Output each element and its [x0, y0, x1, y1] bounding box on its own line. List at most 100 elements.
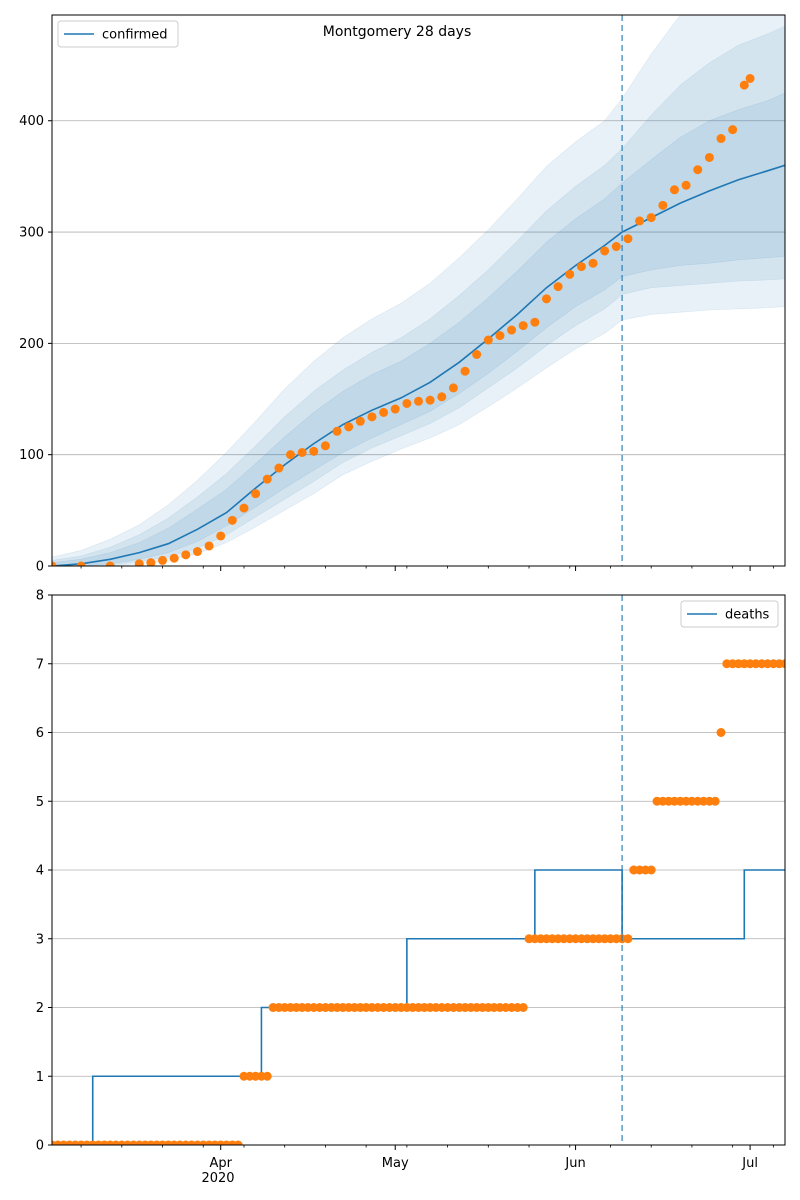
- confirmed-confidence-band: [52, 92, 785, 566]
- confirmed-observed-point: [658, 200, 668, 210]
- confirmed-observed-point: [425, 395, 435, 405]
- deaths-legend-label: deaths: [725, 608, 770, 623]
- confirmed-observed-point: [367, 412, 377, 422]
- confirmed-observed-point: [76, 561, 86, 566]
- deaths-y-tick-label: 8: [36, 589, 44, 604]
- confirmed-legend-label: confirmed: [102, 28, 168, 43]
- deaths-legend: deaths: [680, 600, 779, 628]
- confirmed-observed-point: [646, 213, 656, 223]
- confirmed-observed-point: [52, 561, 57, 566]
- x-tick-label: Apr: [209, 1156, 232, 1171]
- deaths-x-ticks: Apr May Jun Jul: [80, 1145, 774, 1171]
- confirmed-observed-point: [251, 489, 261, 499]
- confirmed-observed-point: [495, 331, 505, 341]
- confirmed-observed-point: [565, 269, 575, 279]
- confirmed-observed-point: [146, 558, 156, 566]
- confirmed-y-ticks: 0 100 200 300 400: [19, 114, 52, 575]
- deaths-y-tick-label: 5: [36, 795, 44, 810]
- deaths-y-tick-label: 0: [36, 1139, 44, 1154]
- confirmed-observed-point: [134, 559, 144, 566]
- confirmed-observed-point: [297, 447, 307, 457]
- x-tick-label: Jun: [564, 1156, 585, 1171]
- confirmed-observed-point: [181, 550, 191, 560]
- confirmed-observed-point: [274, 463, 284, 473]
- confirmed-observed-point: [507, 325, 517, 335]
- confirmed-observed-point: [681, 180, 691, 190]
- confirmed-observed-point: [739, 80, 749, 90]
- confirmed-model-line: [52, 164, 785, 566]
- confirmed-y-tick-label: 200: [19, 337, 44, 352]
- deaths-y-tick-label: 3: [36, 932, 44, 947]
- deaths-y-tick-label: 6: [36, 726, 44, 741]
- confirmed-observed-point: [541, 294, 551, 304]
- confirmed-observed-point: [669, 185, 679, 195]
- deaths-observed-point: [518, 1003, 528, 1012]
- confirmed-observed-point: [216, 531, 226, 541]
- confirmed-observed-point: [623, 234, 633, 244]
- confirmed-observed-point: [332, 426, 342, 436]
- confirmed-observed-point: [611, 242, 621, 252]
- confirmed-observed-point: [320, 441, 330, 451]
- confirmed-observed-point: [518, 321, 528, 331]
- confirmed-observed-point: [448, 383, 458, 393]
- deaths-observed-point: [623, 934, 633, 944]
- confirmed-observed-point: [600, 246, 610, 256]
- confirmed-axes-frame: [51, 14, 786, 567]
- deaths-y-tick-label: 4: [36, 864, 44, 879]
- confirmed-confidence-band: [52, 15, 785, 566]
- confirmed-observed-point: [437, 392, 447, 402]
- confirmed-observed-point: [192, 547, 202, 557]
- confirmed-x-ticks: [80, 566, 774, 571]
- confirmed-y-tick-label: 400: [19, 114, 44, 129]
- confirmed-legend: confirmed: [57, 20, 179, 48]
- confirmed-observed-point: [693, 165, 703, 175]
- confirmed-observed-point: [553, 282, 563, 292]
- confirmed-observed-point: [728, 125, 738, 135]
- confirmed-observed-point: [390, 404, 400, 414]
- deaths-panel: 0 1 2 3 4 5 6 7 8 Apr May Jun Jul 2020 deaths: [36, 589, 786, 1186]
- confirmed-observed-point: [204, 541, 214, 551]
- confirmed-plot-area: [52, 15, 785, 566]
- x-tick-label: May: [382, 1156, 409, 1171]
- confirmed-observed-point: [472, 350, 482, 360]
- confirmed-y-tick-label: 100: [19, 448, 44, 463]
- deaths-legend-box: [680, 600, 779, 628]
- confirmed-observed-point: [158, 555, 168, 565]
- confirmed-observed-point: [309, 446, 319, 456]
- deaths-observed-point: [233, 1140, 243, 1145]
- confirmed-observed-point: [379, 407, 389, 417]
- confirmed-observed-point: [105, 561, 115, 566]
- confirmed-observed-point: [588, 258, 598, 268]
- deaths-observed-point: [780, 659, 785, 669]
- confirmed-y-tick-label: 300: [19, 226, 44, 241]
- confirmed-observed-point: [483, 335, 493, 345]
- confirmed-observed-point: [402, 398, 412, 408]
- deaths-observed-point: [710, 796, 720, 806]
- confirmed-observed-point: [460, 366, 470, 376]
- deaths-model-line: [52, 869, 785, 1145]
- confirmed-observed-point: [169, 553, 179, 563]
- confirmed-observed-point: [704, 152, 714, 162]
- confirmed-legend-box: [57, 20, 179, 48]
- confirmed-observed-point: [414, 396, 423, 406]
- confirmed-observed-point: [745, 73, 755, 83]
- confirmed-y-tick-label: 0: [36, 560, 44, 575]
- deaths-y-tick-label: 2: [36, 1001, 44, 1016]
- deaths-plot-area: [52, 595, 785, 1145]
- deaths-y-ticks: 0 1 2 3 4 5 6 7 8: [36, 589, 52, 1154]
- deaths-y-tick-label: 1: [36, 1070, 44, 1085]
- confirmed-observed-point: [227, 515, 237, 525]
- deaths-observed-point: [646, 865, 656, 875]
- confirmed-observed-point: [344, 422, 354, 432]
- confirmed-observed-point: [716, 134, 726, 144]
- confirmed-observed-point: [239, 503, 249, 513]
- deaths-observed-point: [262, 1071, 272, 1081]
- confirmed-observed-point: [635, 216, 645, 226]
- confirmed-panel: 0 100 200 300 400 Montgomery 28 days confirm…: [19, 14, 786, 575]
- confirmed-observed-point: [355, 416, 365, 426]
- x-tick-label: Jul: [741, 1156, 758, 1171]
- x-tick-year-label: 2020: [201, 1171, 234, 1186]
- chart-title: Montgomery 28 days: [323, 24, 472, 40]
- confirmed-observed-point: [576, 262, 586, 272]
